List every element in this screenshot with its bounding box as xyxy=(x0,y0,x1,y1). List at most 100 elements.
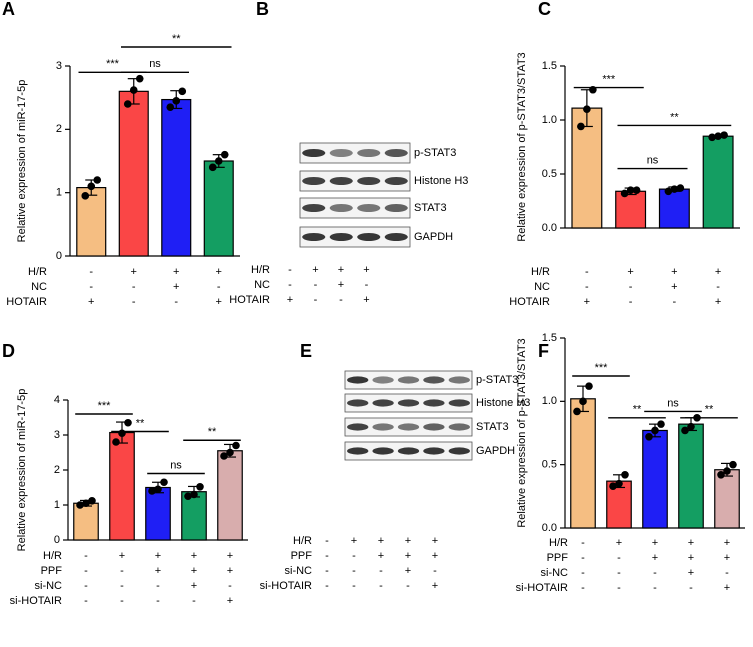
data-point xyxy=(670,185,679,193)
condition-mark: - xyxy=(120,580,124,592)
condition-label: PPF xyxy=(41,565,63,577)
condition-mark: - xyxy=(725,567,729,579)
condition-mark: + xyxy=(715,296,721,308)
y-tick-label: 0 xyxy=(56,250,62,262)
data-point xyxy=(585,382,593,390)
data-point xyxy=(178,87,187,96)
condition-mark: - xyxy=(156,580,160,592)
significance-label: ns xyxy=(647,155,659,167)
y-tick-label: 3 xyxy=(56,60,62,72)
significance-label: ns xyxy=(667,397,679,409)
condition-mark: + xyxy=(191,550,197,562)
band-label: p-STAT3 xyxy=(414,147,456,159)
panel-label: A xyxy=(2,0,15,19)
condition-mark: - xyxy=(84,580,88,592)
bar xyxy=(181,491,207,541)
data-point xyxy=(214,157,223,165)
condition-mark: - xyxy=(581,552,585,564)
y-tick-label: 2 xyxy=(56,123,62,135)
condition-mark: + xyxy=(724,537,730,549)
data-point xyxy=(154,485,162,494)
blot-band xyxy=(372,423,394,431)
condition-mark: + xyxy=(652,537,658,549)
condition-label: si-HOTAIR xyxy=(10,595,62,607)
condition-mark: + xyxy=(652,552,658,564)
condition-label: PPF xyxy=(547,552,569,564)
blot-band xyxy=(448,423,470,431)
condition-mark: - xyxy=(653,582,657,594)
blot-band xyxy=(357,149,381,157)
condition-mark: + xyxy=(405,565,411,577)
data-point xyxy=(148,487,156,495)
condition-label: H/R xyxy=(43,550,62,562)
condition-label: PPF xyxy=(291,550,313,562)
blot-band xyxy=(397,376,420,384)
blot-band xyxy=(372,447,394,455)
blot-band xyxy=(357,177,381,185)
blot-band xyxy=(397,399,420,407)
significance-label: ** xyxy=(172,33,181,45)
condition-mark: + xyxy=(312,264,318,276)
y-tick-label: 0.5 xyxy=(542,459,557,471)
data-point xyxy=(664,187,673,196)
data-point xyxy=(681,426,689,435)
y-tick-label: 1 xyxy=(56,187,62,199)
condition-mark: - xyxy=(84,550,88,562)
data-point xyxy=(87,182,96,191)
y-axis-label: Relative expression of p-STAT3/STAT3 xyxy=(516,338,528,527)
blot-band xyxy=(329,233,353,241)
significance-label: ns xyxy=(149,58,161,70)
y-tick-label: 0 xyxy=(54,534,60,546)
condition-label: H/R xyxy=(531,266,550,278)
y-tick-label: 3 xyxy=(54,429,60,441)
condition-label: HOTAIR xyxy=(229,294,270,306)
condition-mark: - xyxy=(217,281,221,293)
data-point xyxy=(81,192,90,200)
data-point xyxy=(577,122,585,131)
bar xyxy=(642,429,668,529)
data-point xyxy=(632,186,641,194)
condition-mark: + xyxy=(287,294,293,306)
blot-band xyxy=(423,423,445,431)
condition-mark: - xyxy=(120,565,124,577)
condition-mark: - xyxy=(581,582,585,594)
bar xyxy=(658,188,690,229)
data-point xyxy=(184,492,192,501)
condition-mark: + xyxy=(338,264,344,276)
condition-mark: + xyxy=(432,535,438,547)
data-point xyxy=(160,478,168,487)
data-point xyxy=(620,189,629,198)
condition-mark: + xyxy=(227,565,233,577)
blot-band xyxy=(448,447,470,455)
condition-mark: + xyxy=(432,580,438,592)
significance-label: *** xyxy=(98,400,112,412)
data-point xyxy=(657,420,665,428)
condition-label: NC xyxy=(254,279,270,291)
data-point xyxy=(621,471,629,479)
data-point xyxy=(708,133,716,142)
condition-mark: + xyxy=(191,565,197,577)
y-tick-label: 1.5 xyxy=(542,60,557,72)
condition-mark: - xyxy=(325,580,329,592)
blot-strip xyxy=(299,142,411,164)
panel-label: D xyxy=(2,341,15,361)
condition-mark: - xyxy=(325,550,329,562)
condition-mark: + xyxy=(671,266,677,278)
blot-band xyxy=(384,149,408,157)
y-tick-label: 1.0 xyxy=(542,395,557,407)
y-tick-label: 2 xyxy=(54,464,60,476)
y-tick-label: 0.5 xyxy=(542,168,557,180)
blot-band xyxy=(384,177,408,185)
condition-mark: + xyxy=(216,266,222,278)
condition-mark: - xyxy=(228,580,232,592)
condition-mark: + xyxy=(173,266,179,278)
condition-mark: - xyxy=(314,294,318,306)
condition-mark: - xyxy=(84,595,88,607)
blot-strip xyxy=(299,197,411,219)
data-point xyxy=(626,186,635,194)
condition-mark: + xyxy=(724,552,730,564)
data-point xyxy=(172,97,181,105)
y-tick-label: 4 xyxy=(54,394,60,406)
significance-label: ** xyxy=(136,417,145,429)
condition-mark: - xyxy=(132,296,136,308)
